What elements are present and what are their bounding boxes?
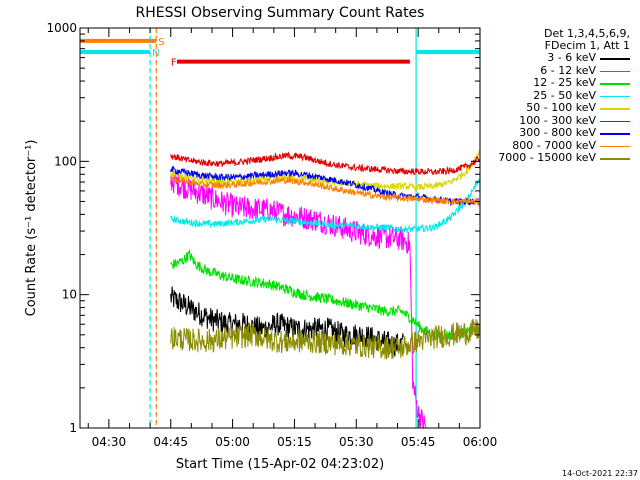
legend: Det 1,3,4,5,6,9, FDecim 1, Att 1 3 - 6 k… bbox=[480, 28, 636, 165]
flag-label-s: S bbox=[158, 37, 164, 48]
legend-label: 25 - 50 keV bbox=[533, 88, 596, 102]
series-line-6 bbox=[170, 151, 480, 176]
x-tick-label: 05:15 bbox=[277, 435, 312, 449]
series-line-5 bbox=[170, 150, 480, 192]
series-line-9 bbox=[170, 319, 480, 360]
legend-entry: 800 - 7000 keV bbox=[480, 138, 636, 153]
render-timestamp: 14-Oct-2021 22:37 bbox=[562, 469, 638, 478]
plot-frame bbox=[79, 27, 481, 429]
x-tick-label: 05:45 bbox=[401, 435, 436, 449]
flag-label-f: F bbox=[171, 58, 177, 69]
series-line-4 bbox=[170, 178, 480, 234]
x-tick-label: 05:00 bbox=[215, 435, 250, 449]
legend-entry: 100 - 300 keV bbox=[480, 113, 636, 128]
chart-title: RHESSI Observing Summary Count Rates bbox=[136, 5, 425, 21]
legend-entry: 25 - 50 keV bbox=[480, 88, 636, 103]
legend-entry: 7000 - 15000 keV bbox=[480, 151, 636, 165]
y-tick-label: 1 bbox=[69, 421, 77, 435]
legend-entry: 6 - 12 keV bbox=[480, 63, 636, 78]
legend-label: 7000 - 15000 keV bbox=[498, 151, 596, 164]
legend-swatch bbox=[600, 120, 630, 122]
legend-entry: 300 - 800 keV bbox=[480, 126, 636, 140]
series-line-2 bbox=[170, 170, 427, 430]
legend-swatch bbox=[600, 95, 630, 97]
legend-label: 300 - 800 keV bbox=[519, 126, 596, 139]
legend-label: 100 - 300 keV bbox=[519, 113, 596, 127]
legend-swatch bbox=[600, 158, 630, 160]
y-tick-label: 10 bbox=[62, 288, 77, 302]
legend-entry: 50 - 100 keV bbox=[480, 101, 636, 115]
legend-label: 50 - 100 keV bbox=[526, 101, 596, 114]
legend-header-detectors: Det 1,3,4,5,6,9, bbox=[543, 27, 630, 40]
x-tick-label: 04:30 bbox=[92, 435, 127, 449]
x-tick-label: 05:30 bbox=[339, 435, 374, 449]
legend-label: 3 - 6 keV bbox=[547, 51, 596, 64]
legend-label: 12 - 25 keV bbox=[533, 76, 596, 89]
legend-swatch bbox=[600, 58, 630, 60]
x-tick-label: 04:45 bbox=[153, 435, 188, 449]
legend-swatch bbox=[600, 145, 630, 147]
legend-swatch bbox=[600, 108, 630, 110]
x-axis-label: Start Time (15-Apr-02 04:23:02) bbox=[176, 457, 384, 472]
y-axis-label: Count Rate (s⁻¹ detector⁻¹) bbox=[24, 140, 39, 317]
legend-entry: 12 - 25 keV bbox=[480, 76, 636, 90]
legend-entry: 3 - 6 keV bbox=[480, 51, 636, 65]
legend-header-decimation: FDecim 1, Att 1 bbox=[544, 39, 630, 52]
x-tick-label: 06:00 bbox=[463, 435, 498, 449]
legend-swatch bbox=[600, 70, 630, 72]
series-line-8 bbox=[170, 174, 480, 207]
series-line-3 bbox=[170, 248, 480, 341]
legend-label: 800 - 7000 keV bbox=[512, 138, 596, 152]
legend-swatch bbox=[600, 83, 630, 85]
legend-swatch bbox=[600, 133, 630, 135]
y-tick-label: 100 bbox=[54, 154, 77, 168]
legend-label: 6 - 12 keV bbox=[540, 63, 596, 77]
y-tick-label: 1000 bbox=[46, 21, 77, 35]
